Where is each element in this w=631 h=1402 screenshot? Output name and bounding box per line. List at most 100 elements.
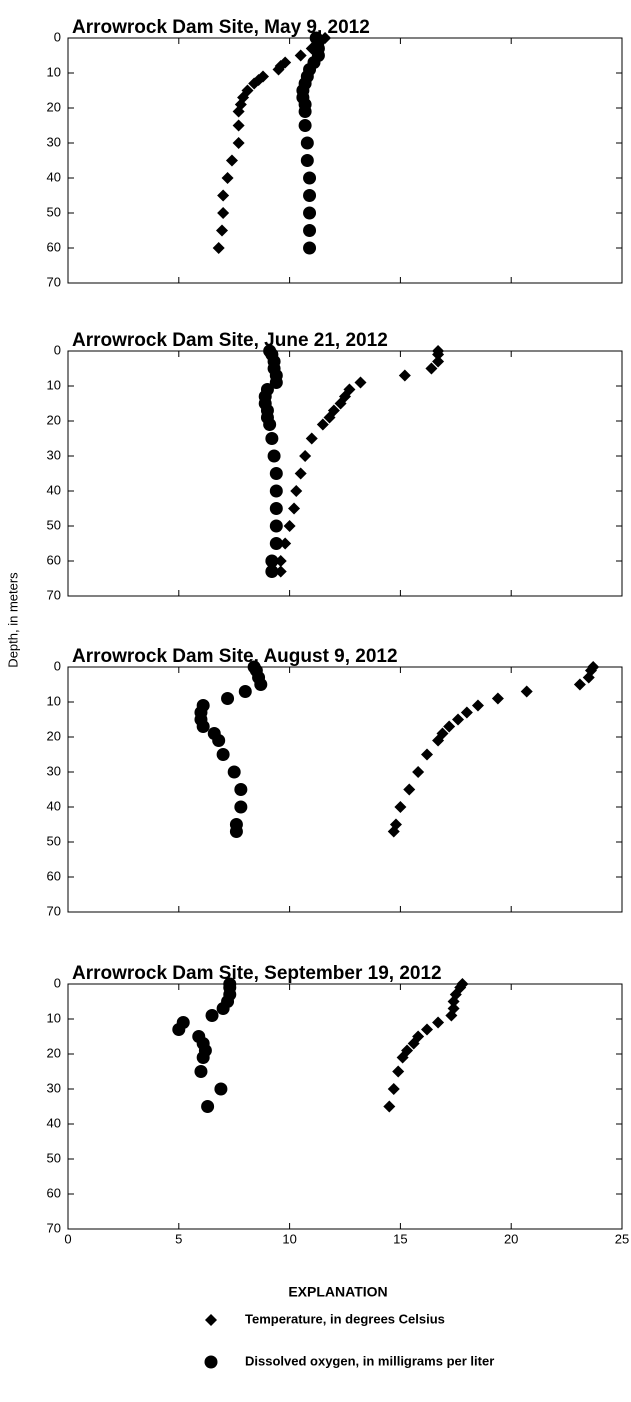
panel-title: Arrowrock Dam Site, May 9, 2012	[72, 17, 370, 38]
circle-point	[265, 554, 279, 568]
circle-point	[303, 189, 317, 202]
plot-frame	[67, 350, 623, 597]
diamond-point	[248, 77, 261, 90]
diamond-point	[460, 706, 473, 719]
y-tick-label: 40	[47, 798, 61, 813]
circle-point	[204, 1355, 218, 1369]
y-tick-label: 50	[47, 204, 61, 219]
diamond-point	[232, 137, 245, 149]
diamond-point	[294, 49, 307, 62]
x-tick-label: 5	[175, 1231, 182, 1246]
panel-title: Arrowrock Dam Site, August 9, 2012	[72, 646, 398, 667]
diamond-point	[420, 748, 433, 761]
circle-point	[205, 1009, 219, 1022]
diamond-point	[387, 825, 400, 838]
diamond-point	[443, 720, 456, 733]
y-tick-label: 40	[47, 482, 61, 497]
diamond-point	[221, 172, 234, 184]
circle-point	[300, 136, 314, 150]
plot-frame	[67, 37, 623, 284]
y-tick-label: 70	[47, 587, 61, 602]
diamond-point	[582, 671, 595, 684]
y-tick-label: 30	[47, 134, 61, 149]
diamond-point	[392, 1065, 405, 1078]
diamond-point	[387, 1083, 400, 1095]
panel-title: Arrowrock Dam Site, September 19, 2012	[72, 963, 442, 984]
circle-point	[269, 376, 283, 389]
diamond-point	[225, 154, 238, 167]
circle-point	[303, 206, 317, 220]
diamond-point	[274, 555, 287, 567]
circle-point	[196, 1051, 210, 1064]
y-tick-label: 0	[54, 658, 61, 673]
diamond-point	[432, 734, 445, 747]
diamond-point	[299, 450, 312, 462]
circle-point	[269, 484, 283, 498]
diamond-point	[398, 369, 411, 382]
diamond-point	[394, 801, 407, 813]
diamond-point	[412, 766, 425, 778]
diamond-point	[274, 565, 287, 578]
circle-point	[265, 565, 279, 578]
circle-point	[234, 783, 248, 796]
y-tick-label: 10	[47, 377, 61, 392]
diamond-point	[212, 242, 225, 254]
legend-label: Temperature, in degrees Celsius	[245, 1311, 445, 1326]
legend-title: EXPLANATION	[288, 1284, 387, 1300]
circle-point	[194, 1065, 208, 1078]
y-tick-label: 20	[47, 728, 61, 743]
y-tick-label: 30	[47, 763, 61, 778]
diamond-point	[316, 418, 329, 431]
y-tick-label: 50	[47, 833, 61, 848]
circle-point	[269, 502, 283, 515]
y-tick-label: 0	[54, 29, 61, 44]
y-tick-label: 20	[47, 99, 61, 114]
circle-point	[238, 685, 252, 698]
diamond-point	[471, 699, 484, 712]
circle-point	[303, 171, 317, 185]
y-tick-label: 60	[47, 239, 61, 254]
circle-point	[303, 241, 317, 255]
diamond-point	[217, 189, 230, 202]
diamond-point	[290, 485, 303, 497]
y-tick-label: 0	[54, 975, 61, 990]
circle-point	[229, 825, 243, 838]
diamond-point	[279, 537, 292, 550]
y-tick-label: 20	[47, 1045, 61, 1060]
x-tick-label: 0	[64, 1231, 71, 1246]
diamond-point	[403, 783, 416, 796]
diamond-point	[354, 376, 367, 389]
diamond-point	[425, 362, 438, 375]
y-tick-label: 60	[47, 1185, 61, 1200]
circle-point	[265, 432, 279, 445]
diamond-point	[447, 995, 460, 1008]
circle-point	[300, 154, 314, 167]
diamond-point	[205, 1314, 217, 1326]
circle-point	[227, 765, 241, 779]
plot-frame	[67, 983, 623, 1230]
diamond-point	[232, 119, 245, 132]
y-tick-label: 10	[47, 1010, 61, 1025]
diamond-point	[283, 520, 296, 532]
circle-point	[269, 519, 283, 533]
diamond-point	[432, 348, 445, 361]
x-tick-label: 20	[504, 1231, 518, 1246]
circle-point	[298, 119, 312, 132]
diamond-point	[294, 467, 307, 480]
legend-label: Dissolved oxygen, in milligrams per lite…	[245, 1353, 494, 1368]
diamond-point	[217, 207, 230, 219]
diamond-point	[396, 1051, 409, 1064]
circle-point	[214, 1082, 228, 1096]
y-tick-label: 50	[47, 1150, 61, 1165]
circle-point	[267, 449, 281, 463]
circle-point	[269, 537, 283, 550]
y-tick-label: 60	[47, 552, 61, 567]
y-axis-label: Depth, in meters	[5, 572, 20, 668]
circle-point	[201, 1100, 215, 1113]
diamond-point	[452, 713, 465, 726]
y-tick-label: 40	[47, 1115, 61, 1130]
circle-point	[216, 1002, 230, 1015]
diamond-point	[445, 1009, 458, 1022]
diamond-point	[573, 678, 586, 691]
